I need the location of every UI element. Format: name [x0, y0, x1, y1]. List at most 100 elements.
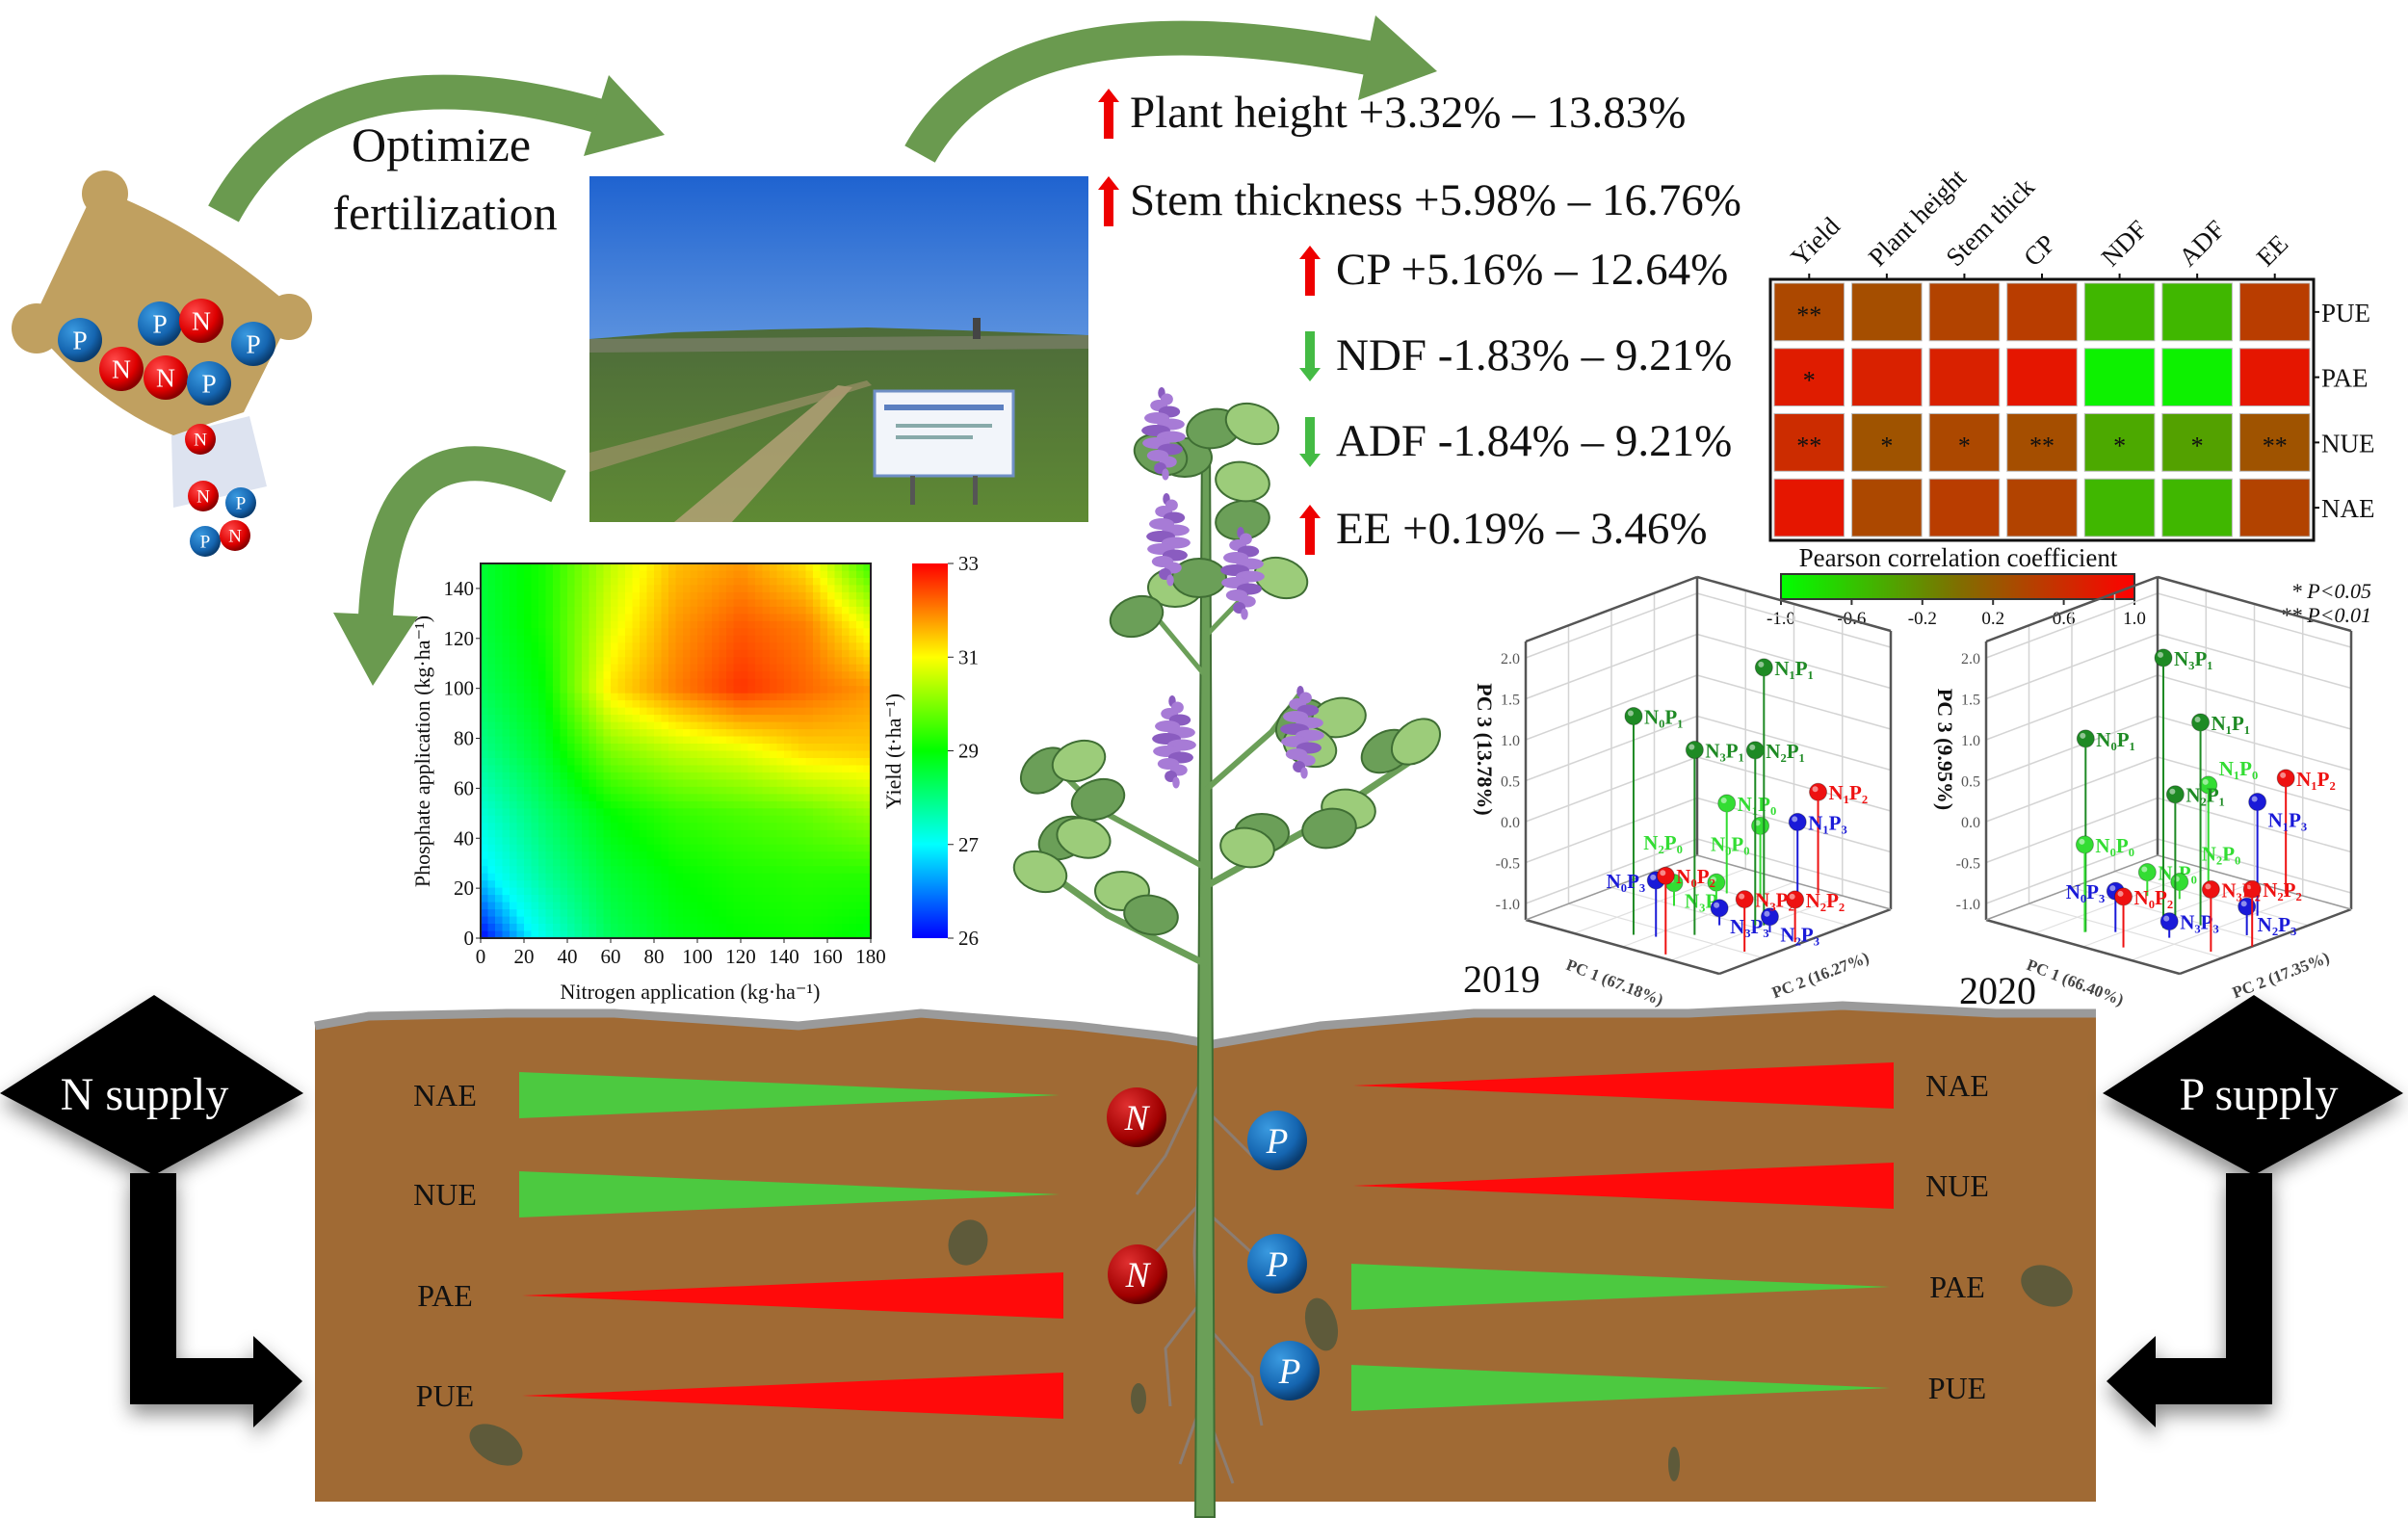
- heatmap-cell: [2161, 282, 2233, 342]
- contour-cell: [741, 721, 749, 730]
- contour-cell: [704, 729, 713, 738]
- contour-cell: [625, 815, 634, 824]
- contour-cell: [827, 620, 836, 629]
- contour-cell: [747, 744, 756, 752]
- contour-cell: [747, 916, 756, 925]
- contour-cell: [856, 829, 865, 838]
- contour-cell: [502, 930, 510, 939]
- contour-cell: [755, 765, 764, 773]
- contour-cell: [560, 837, 568, 846]
- contour-cell: [834, 880, 843, 889]
- contour-cell: [690, 628, 698, 637]
- contour-cell: [820, 800, 828, 809]
- contour-cell: [776, 758, 785, 767]
- contour-cell: [712, 642, 720, 651]
- contour-cell: [813, 614, 822, 622]
- contour-cell: [712, 664, 720, 672]
- optimize-title-line1: Optimize: [352, 118, 531, 171]
- phosphorus-ball: P: [190, 526, 221, 557]
- contour-cell: [611, 686, 619, 694]
- contour-cell: [863, 786, 872, 795]
- contour-cell: [856, 902, 865, 910]
- contour-cell: [567, 895, 576, 903]
- contour-cell: [827, 700, 836, 709]
- contour-cell: [625, 786, 634, 795]
- contour-cell: [784, 815, 793, 824]
- contour-cell: [574, 829, 583, 838]
- contour-cell: [531, 837, 539, 846]
- phosphorus-ball: P: [187, 361, 231, 406]
- contour-cell: [849, 779, 857, 788]
- contour-cell: [545, 858, 554, 867]
- contour-cell: [589, 930, 597, 939]
- contour-cell: [524, 779, 533, 788]
- contour-cell: [791, 895, 799, 903]
- contour-cell: [863, 744, 872, 752]
- contour-cell: [747, 909, 756, 918]
- contour-cell: [863, 620, 872, 629]
- contour-cell: [516, 924, 525, 932]
- efficiency-wedge-decrease: [519, 1072, 1060, 1118]
- contour-cell: [516, 858, 525, 867]
- contour-cell: [646, 829, 655, 838]
- contour-cell: [719, 591, 727, 600]
- contour-cell: [567, 815, 576, 824]
- contour-cell: [762, 895, 771, 903]
- contour-cell: [856, 614, 865, 622]
- contour-cell: [683, 657, 692, 666]
- contour-cell: [510, 880, 518, 889]
- contour-cell: [842, 902, 851, 910]
- x-tick-label: 180: [855, 945, 886, 968]
- contour-cell: [675, 750, 684, 759]
- contour-cell: [791, 671, 799, 680]
- contour-cell: [733, 765, 742, 773]
- point-label: N₀P₂: [1676, 865, 1715, 888]
- contour-cell: [646, 851, 655, 860]
- contour-cell: [625, 585, 634, 593]
- y-axis-label: PC 2 (17.35%): [2230, 948, 2332, 1002]
- alfalfa-flower-icon: [1280, 686, 1324, 779]
- contour-cell: [545, 880, 554, 889]
- contour-cell: [726, 930, 735, 939]
- contour-cell: [820, 635, 828, 643]
- contour-cell: [675, 786, 684, 795]
- point-label: N₁P₀: [2219, 757, 2259, 780]
- contour-cell: [770, 844, 778, 852]
- heatmap-cell: [2006, 413, 2078, 472]
- contour-cell: [640, 614, 648, 622]
- contour-cell: [805, 815, 814, 824]
- contour-cell: [510, 909, 518, 918]
- contour-cell: [675, 858, 684, 867]
- contour-cell: [560, 887, 568, 896]
- contour-cell: [625, 916, 634, 925]
- contour-cell: [640, 786, 648, 795]
- contour-cell: [704, 657, 713, 666]
- contour-cell: [502, 707, 510, 716]
- contour-cell: [524, 794, 533, 802]
- contour-cell: [741, 750, 749, 759]
- contour-cell: [582, 794, 590, 802]
- ball-letter: P: [200, 533, 211, 553]
- contour-cell: [675, 866, 684, 875]
- contour-cell: [791, 873, 799, 881]
- contour-cell: [712, 671, 720, 680]
- contour-cell: [661, 578, 669, 587]
- contour-cell: [545, 649, 554, 658]
- contour-cell: [791, 736, 799, 745]
- contour-cell: [719, 693, 727, 701]
- contour-cell: [531, 880, 539, 889]
- contour-cell: [502, 887, 510, 896]
- contour-cell: [603, 823, 612, 831]
- contour-cell: [611, 823, 619, 831]
- contour-cell: [834, 628, 843, 637]
- contour-cell: [661, 887, 669, 896]
- contour-cell: [654, 873, 663, 881]
- contour-cell: [553, 815, 562, 824]
- contour-cell: [560, 786, 568, 795]
- contour-cell: [640, 729, 648, 738]
- yield-contour-plot: 0 20 40 60 80 100 120 140 160 1800204060801001201…: [410, 552, 979, 1004]
- contour-cell: [495, 729, 504, 738]
- contour-cell: [719, 715, 727, 723]
- contour-cell: [510, 800, 518, 809]
- contour-cell: [611, 887, 619, 896]
